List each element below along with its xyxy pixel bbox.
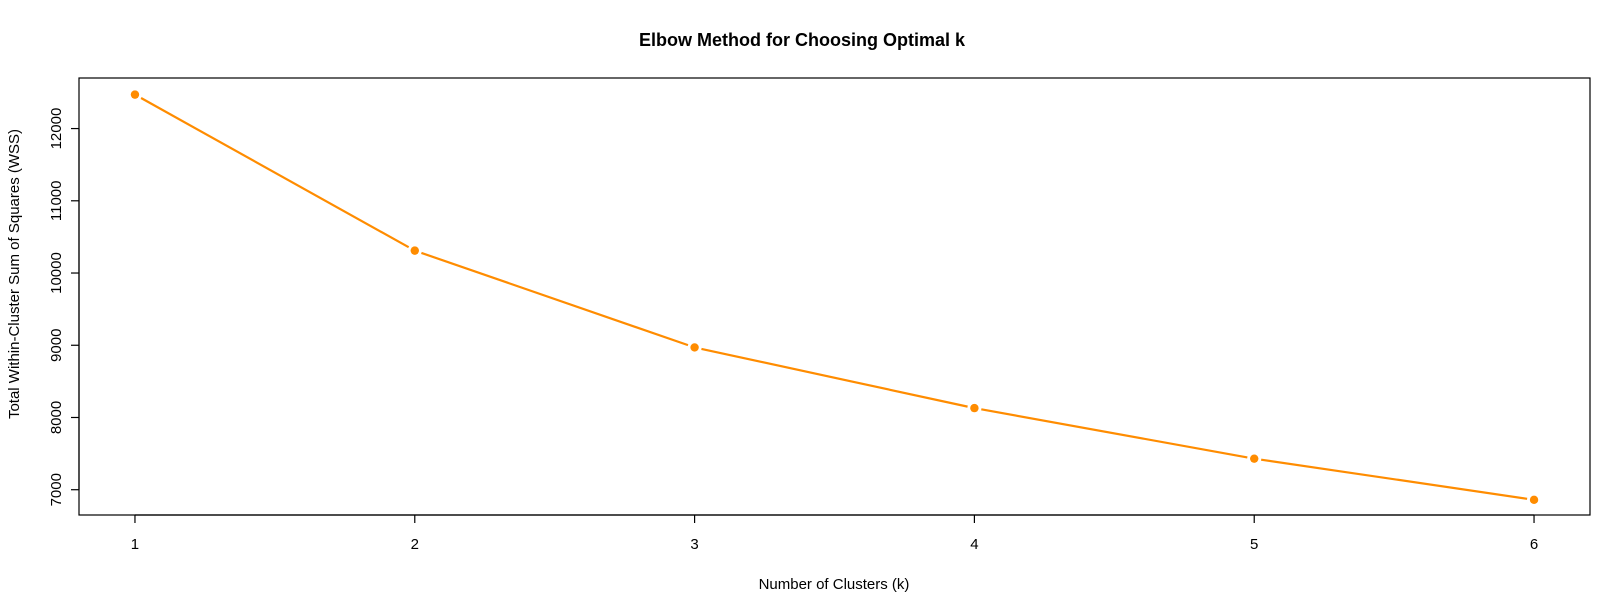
series-line-segment xyxy=(981,408,1248,459)
data-point xyxy=(1529,495,1539,505)
y-tick-label: 12000 xyxy=(48,108,65,150)
x-tick-label: 1 xyxy=(131,536,139,553)
x-tick-label: 5 xyxy=(1250,536,1258,553)
x-tick-label: 6 xyxy=(1530,536,1538,553)
y-axis-title: Total Within-Cluster Sum of Squares (WSS… xyxy=(6,129,23,419)
data-point xyxy=(1250,454,1259,463)
data-point xyxy=(970,403,979,413)
series-layer xyxy=(130,90,1539,505)
chart-title: Elbow Method for Choosing Optimal k xyxy=(639,30,966,50)
y-tick-label: 8000 xyxy=(48,401,65,434)
x-axis: 1 2 3 4 5 6 xyxy=(131,514,1538,553)
y-tick-label: 7000 xyxy=(48,473,65,506)
data-point xyxy=(410,246,419,255)
x-axis-title: Number of Clusters (k) xyxy=(759,576,910,593)
series-line-segment xyxy=(701,347,968,408)
x-tick-label: 4 xyxy=(970,536,978,553)
series-line-segment xyxy=(421,251,689,347)
series-line-segment xyxy=(140,97,410,249)
y-tick-label: 9000 xyxy=(48,329,65,362)
y-axis: 7000 8000 9000 10000 11000 12000 xyxy=(48,108,80,506)
y-tick-label: 11000 xyxy=(48,180,65,221)
data-point xyxy=(690,343,699,352)
x-tick-label: 3 xyxy=(690,536,698,553)
data-point xyxy=(130,90,140,99)
series-line-segment xyxy=(1260,458,1528,500)
y-tick-label: 10000 xyxy=(48,252,65,294)
x-tick-label: 2 xyxy=(411,536,419,553)
